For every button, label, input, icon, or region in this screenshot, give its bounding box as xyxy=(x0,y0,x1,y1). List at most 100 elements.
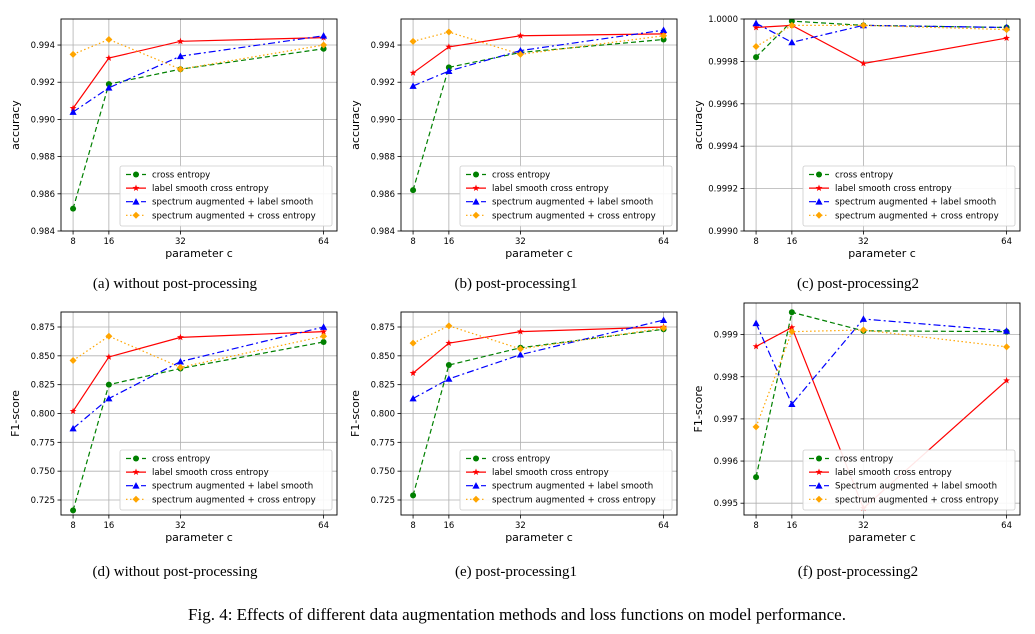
plot-area xyxy=(69,323,328,514)
data-point xyxy=(445,64,452,71)
series-line xyxy=(756,24,1007,65)
data-point xyxy=(409,82,417,89)
y-tick-label: 0.9994 xyxy=(708,142,738,152)
x-tick-label: 64 xyxy=(318,237,329,247)
legend-label: cross entropy xyxy=(835,455,893,465)
data-point xyxy=(445,322,453,330)
data-point xyxy=(177,37,184,45)
data-point xyxy=(320,338,327,345)
subfigure-caption: (b) post-processing1 xyxy=(455,276,578,292)
data-point xyxy=(319,32,328,39)
x-tick-label: 16 xyxy=(786,237,797,247)
legend-marker xyxy=(132,184,140,192)
data-point xyxy=(176,52,185,60)
legend-box xyxy=(119,165,333,227)
axes-frame xyxy=(60,311,338,516)
y-tick-label: 0.9992 xyxy=(708,185,738,195)
x-tick-label: 32 xyxy=(175,237,186,247)
legend-marker xyxy=(472,495,480,503)
data-point xyxy=(319,323,328,330)
data-point xyxy=(105,35,113,43)
legend-marker xyxy=(132,211,140,219)
data-point xyxy=(177,333,184,341)
axes-frame xyxy=(743,18,1021,232)
legend: cross entropy label smooth cross entropy S… xyxy=(802,449,1016,511)
series-line xyxy=(755,22,1007,43)
legend-label: label smooth cross entropy xyxy=(152,468,269,478)
y-tick-label: 1.0000 xyxy=(708,15,738,25)
x-tick-label: 8 xyxy=(70,237,75,247)
data-point xyxy=(445,28,453,36)
x-tick-label: 64 xyxy=(318,521,329,531)
data-point xyxy=(105,353,113,360)
subfigure-caption: (a) without post-processing xyxy=(93,276,258,292)
legend-label: spectrum augmented + cross entropy xyxy=(492,211,656,221)
data-point xyxy=(516,345,524,353)
data-point xyxy=(410,492,417,499)
data-point xyxy=(859,326,867,334)
data-point xyxy=(176,363,184,371)
data-point xyxy=(105,54,113,61)
series-line xyxy=(412,325,664,350)
data-point xyxy=(752,342,760,350)
chart-panel-4: 8 16 32 64 0.725 0.750 0.775 0.800 0.825 0.850 0.8… xyxy=(9,311,338,580)
subfigure-caption: (f) post-processing2 xyxy=(798,564,918,580)
legend-label: label smooth cross entropy xyxy=(492,184,609,194)
data-point xyxy=(516,351,525,358)
series-line xyxy=(412,328,664,496)
x-tick-label: 8 xyxy=(753,521,758,531)
y-tick-label: 0.725 xyxy=(31,496,55,506)
data-point xyxy=(1002,327,1011,334)
series-line xyxy=(72,335,324,368)
x-tick-label: 32 xyxy=(175,521,186,531)
data-point xyxy=(788,309,795,316)
legend-marker xyxy=(816,171,822,178)
data-point xyxy=(105,332,113,340)
data-point xyxy=(753,54,760,61)
data-point xyxy=(788,323,796,331)
x-tick-label: 16 xyxy=(786,521,797,531)
legend-marker xyxy=(472,468,480,476)
x-axis-label: parameter c xyxy=(505,247,573,260)
legend-marker xyxy=(815,184,823,192)
x-tick-label: 8 xyxy=(410,237,415,247)
series-line xyxy=(755,329,1007,428)
plot-area xyxy=(409,316,668,499)
figure-caption: Fig. 4: Effects of different data augmen… xyxy=(188,605,846,624)
data-point xyxy=(788,328,796,336)
y-tick-label: 0.990 xyxy=(371,115,395,125)
data-point xyxy=(105,84,113,91)
x-axis-label: parameter c xyxy=(848,247,916,260)
legend-marker xyxy=(132,198,140,205)
series-line xyxy=(72,35,324,113)
x-tick-label: 32 xyxy=(858,521,869,531)
y-axis-label: F1-score xyxy=(349,390,362,437)
x-tick-label: 32 xyxy=(515,237,526,247)
legend-label: cross entropy xyxy=(492,171,550,181)
legend-label: cross entropy xyxy=(835,171,893,181)
data-point xyxy=(659,26,668,34)
legend-label: label smooth cross entropy xyxy=(152,184,269,194)
x-tick-label: 8 xyxy=(70,521,75,531)
legend-marker xyxy=(815,468,823,476)
legend-marker xyxy=(815,198,823,205)
x-tick-label: 16 xyxy=(443,237,454,247)
legend: cross entropy label smooth cross entropy s… xyxy=(459,449,673,511)
legend-marker xyxy=(472,198,480,205)
data-point xyxy=(517,328,524,335)
legend-label: spectrum augmented + cross entropy xyxy=(835,211,999,221)
y-tick-label: 0.994 xyxy=(371,41,395,51)
series-line xyxy=(412,319,664,400)
series-line xyxy=(72,38,324,70)
data-point xyxy=(859,315,868,322)
plot-area xyxy=(752,19,1011,67)
legend-box xyxy=(459,165,673,227)
legend-label: label smooth cross entropy xyxy=(835,184,952,194)
legend-marker xyxy=(133,171,139,178)
legend: cross entropy label smooth cross entropy s… xyxy=(119,165,333,227)
data-point xyxy=(320,332,328,340)
y-tick-label: 0.998 xyxy=(714,373,738,383)
legend-label: cross entropy xyxy=(152,455,210,465)
y-axis-label: F1-score xyxy=(692,385,705,432)
y-axis-label: accuracy xyxy=(692,100,705,150)
